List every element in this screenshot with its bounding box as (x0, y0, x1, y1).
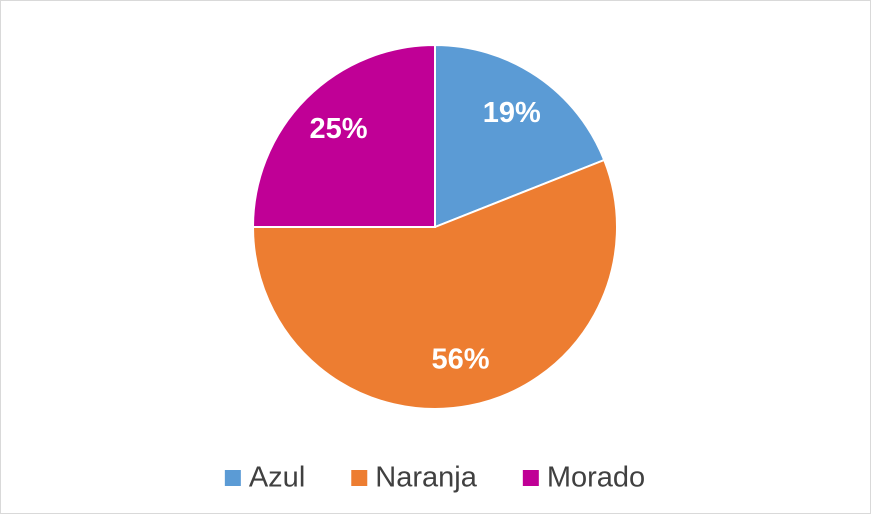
data-label: 56% (432, 344, 490, 376)
legend-label: Morado (547, 462, 645, 494)
legend-label: Azul (249, 462, 305, 494)
pie-slice (434, 43, 606, 229)
data-label: 25% (309, 113, 367, 145)
legend-label: Naranja (375, 462, 477, 494)
data-label: 19% (483, 97, 541, 129)
legend-swatch (224, 470, 241, 486)
legend-swatch (522, 470, 539, 486)
legend-swatch (351, 470, 368, 486)
pie-slice (251, 158, 618, 410)
pie-slice (251, 43, 436, 228)
